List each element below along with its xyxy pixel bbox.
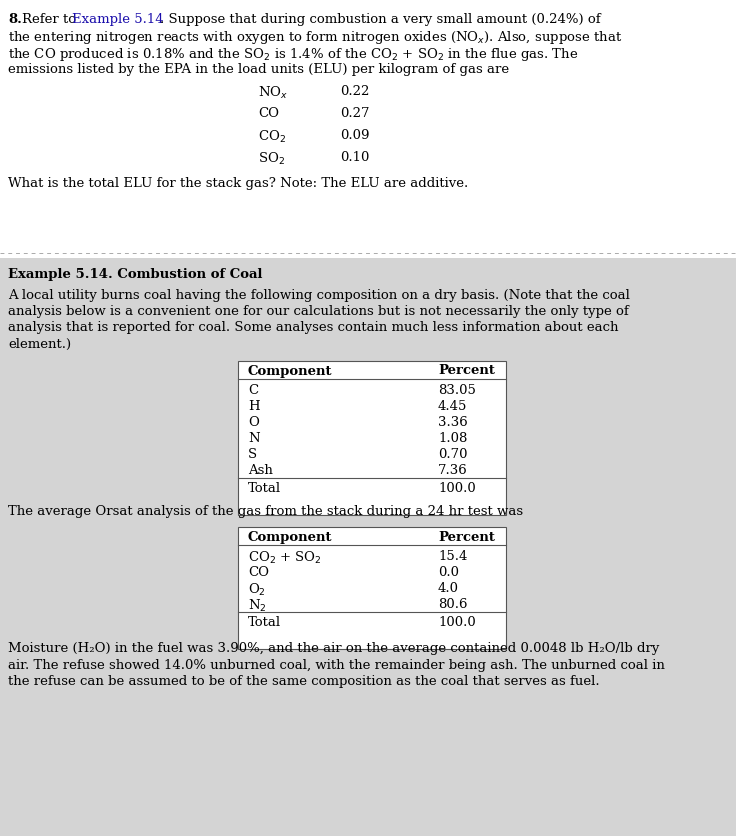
Text: . Suppose that during combustion a very small amount (0.24%) of: . Suppose that during combustion a very …: [160, 13, 601, 26]
Text: 83.05: 83.05: [438, 384, 476, 396]
Text: 0.27: 0.27: [340, 107, 369, 120]
Text: N: N: [248, 431, 260, 445]
Text: element.): element.): [8, 338, 71, 351]
Text: CO: CO: [248, 566, 269, 579]
Text: Total: Total: [248, 482, 281, 495]
Text: 4.45: 4.45: [438, 400, 467, 412]
Text: Ash: Ash: [248, 463, 273, 477]
Text: analysis below is a convenient one for our calculations but is not necessarily t: analysis below is a convenient one for o…: [8, 305, 629, 318]
Text: the refuse can be assumed to be of the same composition as the coal that serves : the refuse can be assumed to be of the s…: [8, 675, 600, 688]
Text: 3.36: 3.36: [438, 415, 468, 429]
Text: 7.36: 7.36: [438, 463, 468, 477]
Bar: [238, 360, 506, 514]
Text: the CO produced is 0.18% and the SO$_2$ is 1.4% of the CO$_2$ + SO$_2$ in the fl: the CO produced is 0.18% and the SO$_2$ …: [8, 46, 578, 63]
Text: CO$_2$ + SO$_2$: CO$_2$ + SO$_2$: [248, 550, 322, 566]
Text: N$_2$: N$_2$: [248, 598, 266, 614]
Text: Percent: Percent: [438, 531, 495, 544]
Text: air. The refuse showed 14.0% unburned coal, with the remainder being ash. The un: air. The refuse showed 14.0% unburned co…: [8, 659, 665, 671]
Text: 0.70: 0.70: [438, 447, 467, 461]
Text: CO$_2$: CO$_2$: [258, 129, 286, 145]
Text: Component: Component: [248, 531, 333, 544]
Bar: [0, 258, 736, 836]
Text: Percent: Percent: [438, 364, 495, 378]
Text: analysis that is reported for coal. Some analyses contain much less information : analysis that is reported for coal. Some…: [8, 322, 618, 334]
Text: the entering nitrogen reacts with oxygen to form nitrogen oxides (NO$_x$). Also,: the entering nitrogen reacts with oxygen…: [8, 29, 623, 47]
Text: 0.09: 0.09: [340, 129, 369, 142]
Bar: [238, 527, 506, 649]
Text: 15.4: 15.4: [438, 550, 467, 563]
Text: O$_2$: O$_2$: [248, 582, 266, 598]
Text: 0.10: 0.10: [340, 151, 369, 164]
Text: S: S: [248, 447, 257, 461]
Text: O: O: [248, 415, 259, 429]
Text: 80.6: 80.6: [438, 598, 467, 611]
Text: H: H: [248, 400, 260, 412]
Text: CO: CO: [258, 107, 279, 120]
Text: emissions listed by the EPA in the load units (ELU) per kilogram of gas are: emissions listed by the EPA in the load …: [8, 63, 509, 75]
Text: NO$_x$: NO$_x$: [258, 85, 288, 101]
Text: 0.0: 0.0: [438, 566, 459, 579]
Text: 100.0: 100.0: [438, 616, 475, 629]
Text: Component: Component: [248, 364, 333, 378]
Text: A local utility burns coal having the following composition on a dry basis. (Not: A local utility burns coal having the fo…: [8, 288, 630, 302]
Text: Moisture (H₂O) in the fuel was 3.90%, and the air on the average contained 0.004: Moisture (H₂O) in the fuel was 3.90%, an…: [8, 642, 659, 655]
Text: Example 5.14. Combustion of Coal: Example 5.14. Combustion of Coal: [8, 268, 263, 281]
Text: 0.22: 0.22: [340, 85, 369, 98]
Text: 100.0: 100.0: [438, 482, 475, 495]
Text: 4.0: 4.0: [438, 582, 459, 595]
Text: Example 5.14: Example 5.14: [72, 13, 163, 26]
Text: Refer to: Refer to: [22, 13, 80, 26]
Text: SO$_2$: SO$_2$: [258, 151, 285, 167]
Text: Total: Total: [248, 616, 281, 629]
Text: C: C: [248, 384, 258, 396]
Text: What is the total ELU for the stack gas? Note: The ELU are additive.: What is the total ELU for the stack gas?…: [8, 177, 468, 190]
Text: 8.: 8.: [8, 13, 22, 26]
Text: The average Orsat analysis of the gas from the stack during a 24 hr test was: The average Orsat analysis of the gas fr…: [8, 506, 523, 518]
Text: 1.08: 1.08: [438, 431, 467, 445]
